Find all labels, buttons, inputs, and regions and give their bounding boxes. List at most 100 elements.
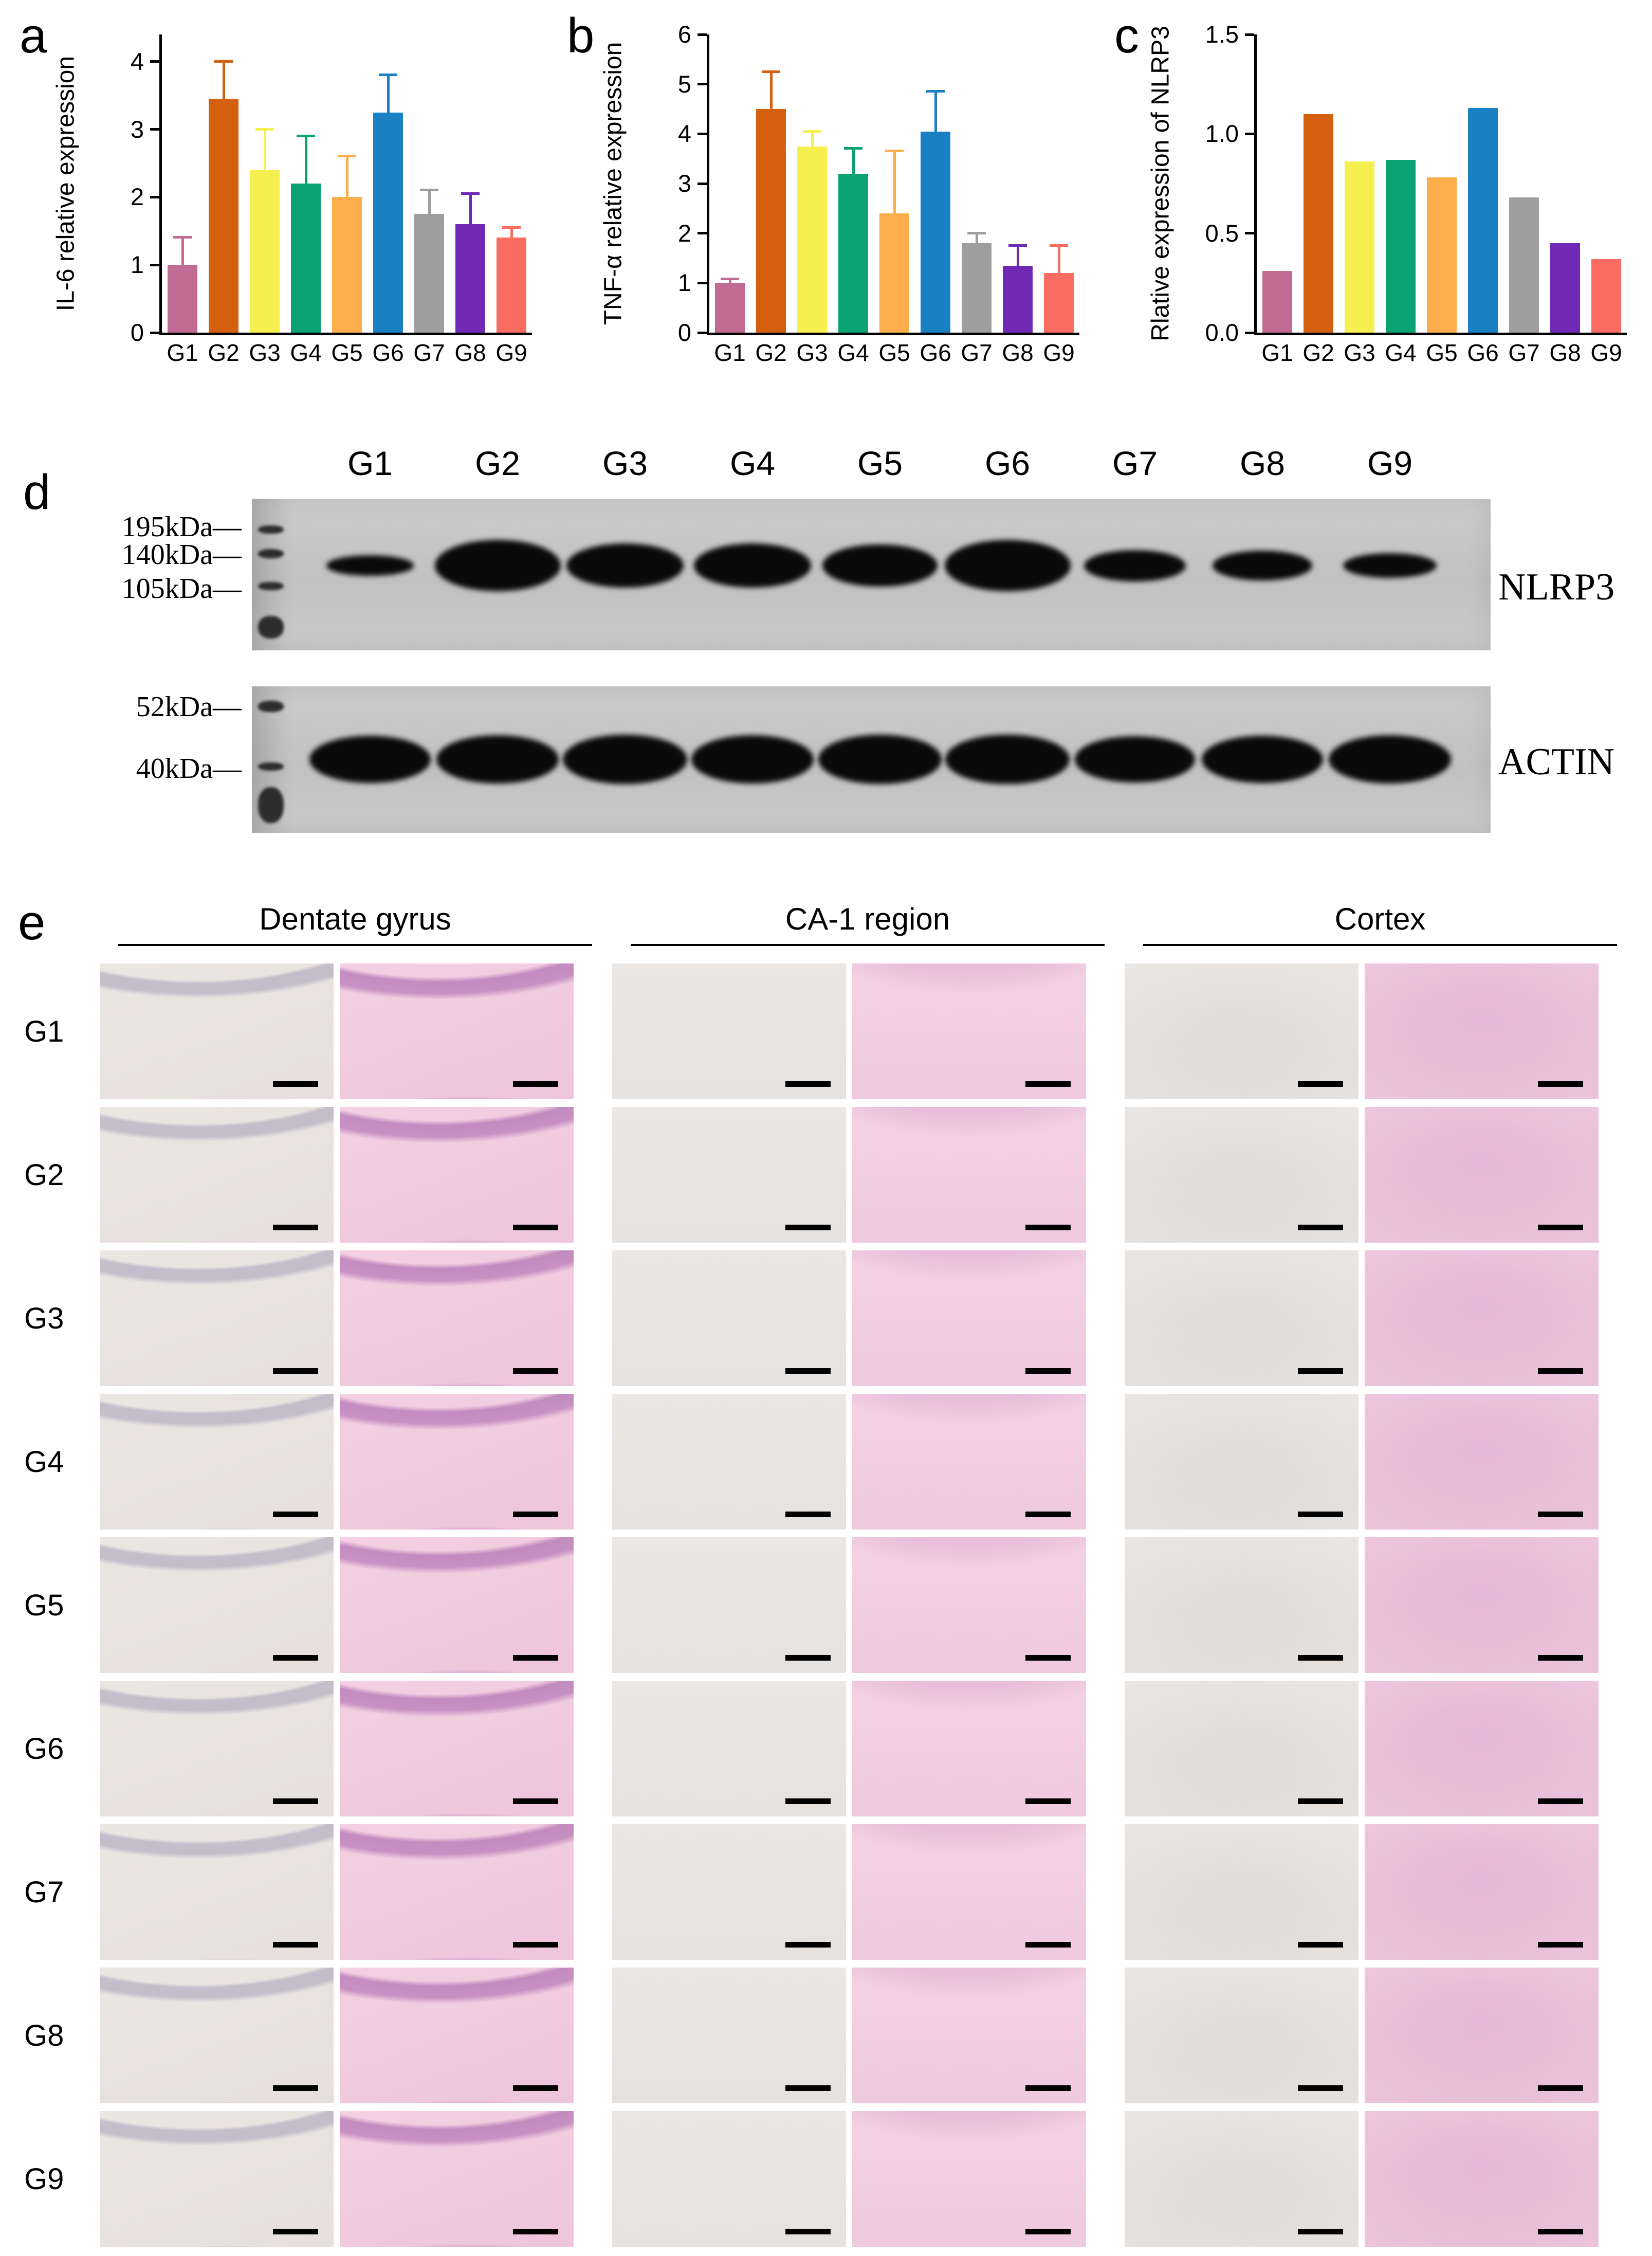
error-bar-line (811, 131, 814, 147)
error-bar-line (934, 92, 937, 132)
lane-label-G6: G6 (984, 444, 1031, 482)
protein-band-G8 (1213, 551, 1312, 580)
y-tick-label: 6 (677, 21, 691, 48)
row-label-G5: G5 (24, 1588, 64, 1622)
y-tick-mark (697, 132, 707, 135)
bar-G8 (1550, 243, 1580, 333)
error-bar-cap (379, 74, 397, 77)
row-label-G8: G8 (24, 2018, 64, 2052)
x-tick-label: G8 (1002, 339, 1034, 366)
x-tick-label: G3 (796, 339, 828, 366)
dg-he-micrograph (340, 2111, 574, 2247)
bar-G5 (332, 197, 362, 333)
column-group-header: CA-1 region (631, 901, 1105, 946)
y-tick-mark (1245, 232, 1254, 235)
dg-he-micrograph (340, 1537, 574, 1673)
scale-bar (1025, 1368, 1071, 1374)
histology-headers: Dentate gyrus CA-1 region Cortex (118, 892, 1637, 946)
histology-row-G8: G8 (18, 1968, 1637, 2103)
ca1-ihc-micrograph (612, 1537, 846, 1673)
error-bar-cap (173, 236, 192, 239)
scale-bar (1538, 1798, 1583, 1804)
x-tick-label: G6 (372, 339, 404, 366)
scale-bar (1538, 1942, 1583, 1948)
y-tick-label: 0.5 (1205, 219, 1239, 247)
protein-band-G1 (309, 735, 431, 784)
bar-G8 (1003, 265, 1033, 333)
bar-G7 (1509, 197, 1539, 333)
dg-ihc-micrograph (100, 2111, 334, 2247)
image-pair-cortex (1125, 1394, 1599, 1530)
scale-bar (1025, 1512, 1071, 1517)
image-pair-dg (100, 1968, 574, 2103)
bar-G1 (715, 283, 745, 333)
error-bar-cap (1008, 244, 1027, 247)
dg-he-micrograph (340, 1250, 574, 1386)
x-tick-label: G4 (837, 339, 869, 366)
dg-ihc-micrograph (100, 1968, 334, 2103)
x-tick-label: G3 (249, 339, 281, 366)
ca1-ihc-micrograph (612, 963, 846, 1099)
image-pair-cortex (1125, 1824, 1599, 1960)
error-bar-cap (214, 60, 233, 63)
image-pair-ca1 (612, 1968, 1086, 2103)
scale-bar (513, 1655, 558, 1661)
ca1-he-micrograph (852, 2111, 1086, 2247)
panel-letter-c: c (1114, 8, 1139, 63)
lane-label-G7: G7 (1112, 444, 1158, 482)
scale-bar (513, 1368, 558, 1374)
histology-row-G6: G6 (18, 1681, 1637, 1816)
histology-row-G4: G4 (18, 1394, 1637, 1530)
x-tick-label: G5 (331, 339, 363, 366)
image-pair-dg (100, 1681, 574, 1816)
dg-he-micrograph (340, 1681, 574, 1816)
ca1-he-micrograph (852, 1681, 1086, 1816)
error-bar-cap (502, 226, 521, 229)
row-label-G7: G7 (24, 1875, 64, 1909)
y-tick-mark (1245, 132, 1254, 135)
error-bar-cap (255, 128, 274, 131)
cortex-he-micrograph (1365, 1394, 1599, 1530)
image-pair-dg (100, 963, 574, 1099)
y-tick-label: 0.0 (1205, 319, 1239, 346)
plot-area-b: 0 1 2 3 4 5 6 G1 G2 G3 G4 G5 G6 G7 G8 G9 (678, 21, 1079, 366)
scale-bar (273, 1655, 318, 1661)
panel-letter-e: e (18, 895, 46, 950)
protein-band-G7 (1075, 736, 1195, 783)
error-bar-cap (926, 90, 945, 93)
y-tick-label: 0 (130, 319, 144, 346)
mw-marker: 52kDa— (136, 691, 242, 723)
protein-band-G2 (434, 540, 561, 591)
cortex-he-micrograph (1365, 1681, 1599, 1816)
histology-row-G7: G7 (18, 1824, 1637, 1960)
ladder-band (258, 582, 284, 590)
scale-bar (1298, 2229, 1343, 2234)
image-pair-cortex (1125, 2111, 1599, 2247)
x-tick-label: G1 (714, 339, 746, 366)
lane-label-G8: G8 (1239, 444, 1286, 482)
scale-bar (785, 1512, 831, 1517)
dg-he-micrograph (340, 1394, 574, 1530)
scale-bar (1025, 1081, 1071, 1087)
y-tick-label: 1.0 (1205, 120, 1239, 148)
x-tick-label: G9 (495, 339, 527, 366)
blot-label-actin: ACTIN (1498, 741, 1615, 783)
bar-G5 (879, 213, 909, 333)
y-tick-label: 3 (130, 115, 144, 143)
image-pair-ca1 (612, 1107, 1086, 1243)
ca1-he-micrograph (852, 1250, 1086, 1386)
y-tick-mark (150, 60, 159, 63)
error-bar-cap (762, 70, 780, 73)
scale-bar (513, 1798, 558, 1804)
ca1-he-micrograph (852, 1537, 1086, 1673)
ca1-ihc-micrograph (612, 2111, 846, 2247)
mw-marker: 140kDa— (121, 539, 242, 571)
scale-bar (1538, 2085, 1583, 2091)
x-tick-label: G7 (413, 339, 445, 366)
scale-bar (273, 1225, 318, 1230)
scale-bar (785, 1368, 831, 1374)
scale-bar (273, 1798, 318, 1804)
scale-bar (513, 1942, 558, 1948)
scale-bar (1025, 2229, 1071, 2234)
